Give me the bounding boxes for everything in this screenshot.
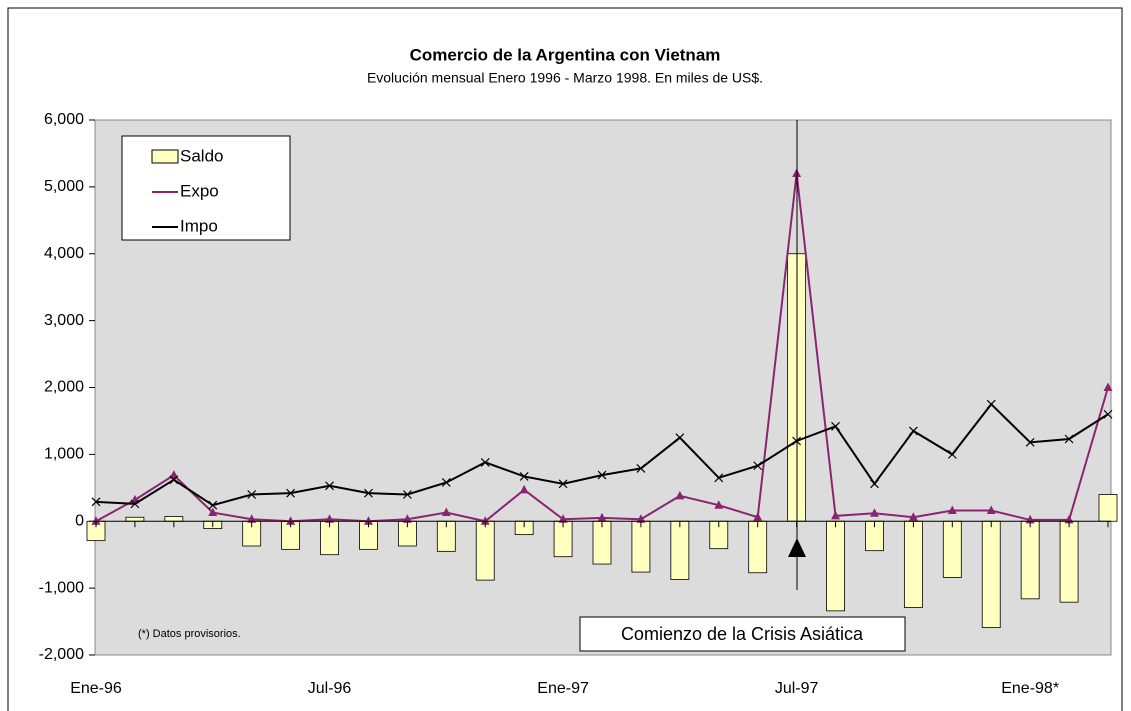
x-tick-label: Ene-96 — [70, 680, 122, 697]
marker — [91, 516, 101, 525]
marker — [714, 473, 724, 483]
marker — [480, 457, 490, 467]
marker — [1064, 434, 1074, 444]
marker — [597, 512, 607, 522]
legend-label: Impo — [180, 216, 218, 235]
marker — [908, 512, 918, 521]
marker — [947, 449, 957, 459]
bar — [1059, 520, 1079, 603]
bar — [826, 520, 845, 612]
chart-subtitle: Evolución mensual Enero 1996 - Marzo 199… — [367, 70, 763, 86]
marker — [675, 490, 685, 500]
annotation-box — [579, 616, 906, 652]
bar — [942, 520, 962, 578]
marker — [286, 488, 296, 498]
marker — [247, 514, 257, 523]
bar — [981, 520, 1001, 628]
bar — [164, 516, 184, 522]
marker — [130, 499, 140, 509]
marker — [558, 479, 568, 489]
annotation: Comienzo de la Crisis Asiática — [621, 624, 864, 644]
x-tick-label: Jul-96 — [308, 680, 352, 697]
marker — [519, 472, 529, 481]
bar — [903, 520, 923, 608]
marker — [363, 516, 373, 525]
y-tick-label: 2,000 — [44, 379, 84, 396]
bar — [475, 520, 495, 581]
marker — [91, 497, 101, 507]
note: (*) Datos provisorios. — [138, 628, 241, 640]
bar — [592, 520, 612, 565]
marker — [286, 516, 296, 525]
x-tick-label: Jul-97 — [775, 680, 819, 697]
marker — [831, 421, 840, 431]
y-tick-label: 3,000 — [44, 312, 84, 329]
marker — [169, 470, 179, 479]
marker — [208, 507, 218, 517]
legend-label: Expo — [180, 181, 219, 200]
bar — [631, 520, 651, 573]
marker — [208, 500, 218, 510]
marker — [480, 516, 490, 525]
y-tick-label: 1,000 — [44, 446, 84, 463]
marker — [870, 479, 879, 489]
marker — [402, 514, 412, 523]
marker — [908, 426, 918, 436]
x-tick-label: Ene-97 — [537, 680, 589, 697]
marker — [714, 500, 724, 509]
marker — [597, 470, 607, 480]
y-tick-label: 0 — [75, 512, 84, 529]
marker — [558, 514, 568, 523]
marker — [636, 514, 646, 523]
bar — [1020, 520, 1040, 600]
marker — [364, 488, 373, 498]
marker — [247, 490, 257, 499]
marker — [986, 399, 996, 409]
bar — [125, 516, 145, 522]
marker — [753, 512, 763, 521]
legend-box — [121, 135, 291, 241]
marker — [675, 433, 685, 443]
bar — [670, 520, 690, 580]
marker — [402, 490, 412, 499]
marker — [831, 510, 841, 520]
marker — [441, 507, 451, 517]
y-tick-label: 6,000 — [44, 111, 84, 128]
marker — [947, 505, 957, 515]
y-tick-label: -1,000 — [39, 579, 84, 596]
y-tick-label: -2,000 — [39, 646, 84, 663]
legend-swatch — [151, 149, 179, 164]
marker — [636, 463, 646, 473]
chart-title: Comercio de la Argentina con Vietnam — [410, 45, 721, 64]
marker — [325, 481, 334, 491]
crisis-arrow — [788, 538, 806, 557]
marker — [441, 478, 451, 487]
marker — [753, 461, 763, 471]
marker — [1103, 409, 1113, 419]
frame — [7, 7, 1123, 711]
y-tick-label: 4,000 — [44, 245, 84, 262]
marker — [986, 505, 996, 515]
bar — [1098, 494, 1118, 522]
legend-label: Saldo — [180, 146, 223, 165]
marker — [1025, 437, 1035, 447]
bar — [748, 520, 768, 574]
marker — [1103, 382, 1113, 391]
marker — [519, 484, 529, 494]
x-tick-label: Ene-98* — [1001, 680, 1059, 697]
marker — [169, 475, 179, 485]
marker — [869, 508, 879, 517]
y-tick-label: 5,000 — [44, 178, 84, 195]
marker — [325, 514, 335, 523]
